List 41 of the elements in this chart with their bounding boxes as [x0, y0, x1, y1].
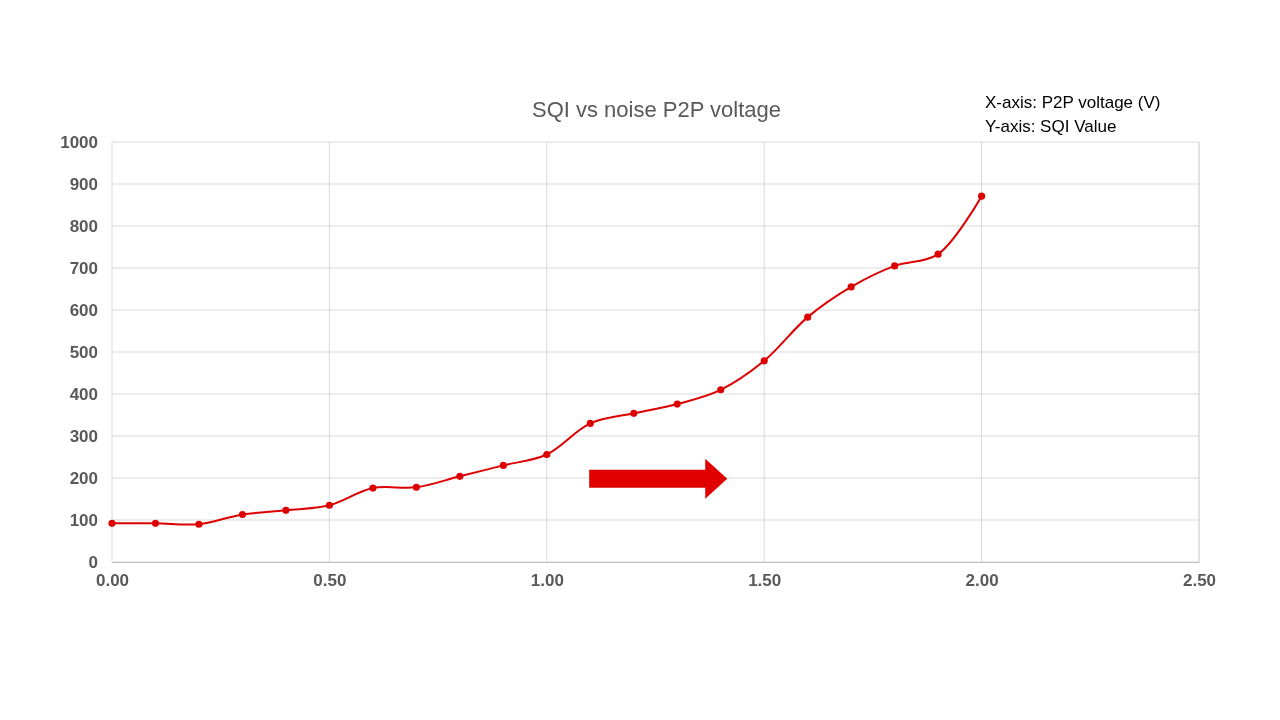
point [456, 472, 464, 480]
y-tick-label: 400 [69, 384, 98, 404]
y-tick-label: 700 [69, 258, 98, 278]
y-tick-label: 0 [88, 552, 98, 572]
point [978, 192, 986, 200]
point [543, 450, 551, 459]
point [673, 400, 681, 408]
x-tick-label: 2.00 [965, 571, 999, 591]
x-tick-label: 1.00 [530, 571, 564, 591]
y-tick-label: 300 [69, 426, 98, 446]
y-tick-label: 1000 [60, 132, 98, 152]
point [369, 484, 377, 492]
y-tick-label: 200 [69, 468, 98, 488]
x-tick-label: 0.50 [313, 571, 347, 591]
point [586, 419, 594, 427]
point [717, 386, 725, 394]
y-tick-label: 900 [69, 174, 98, 194]
y-tick-label: 600 [69, 300, 98, 320]
point [891, 262, 899, 270]
x-tick-label: 0.00 [95, 571, 130, 591]
point [238, 510, 247, 519]
point [151, 519, 160, 527]
point [412, 483, 420, 491]
point [325, 501, 333, 509]
chart-title: SQI vs noise P2P voltage [531, 97, 782, 122]
text: X-axis: P2P voltage (V) [985, 93, 1161, 112]
point [847, 283, 855, 291]
point [934, 250, 942, 258]
point [282, 506, 290, 514]
y-tick-label: 100 [69, 510, 98, 530]
x-tick-label: 2.50 [1182, 571, 1217, 591]
x-tick-label: 1.50 [748, 571, 782, 591]
point [499, 461, 507, 469]
point [195, 520, 203, 528]
text: Y-axis: SQI Value [985, 117, 1117, 136]
point [804, 313, 812, 321]
y-tick-label: 500 [69, 342, 98, 362]
point [108, 519, 116, 527]
point [630, 409, 638, 417]
y-tick-label: 800 [69, 216, 98, 236]
point [760, 357, 768, 365]
